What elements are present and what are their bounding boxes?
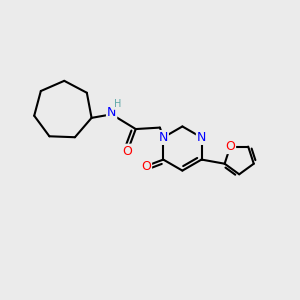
Text: O: O [141, 160, 151, 172]
Text: O: O [123, 145, 132, 158]
Text: N: N [197, 131, 206, 144]
Text: N: N [159, 131, 168, 144]
Text: O: O [225, 140, 235, 153]
Text: H: H [114, 99, 121, 109]
Text: N: N [107, 106, 116, 119]
